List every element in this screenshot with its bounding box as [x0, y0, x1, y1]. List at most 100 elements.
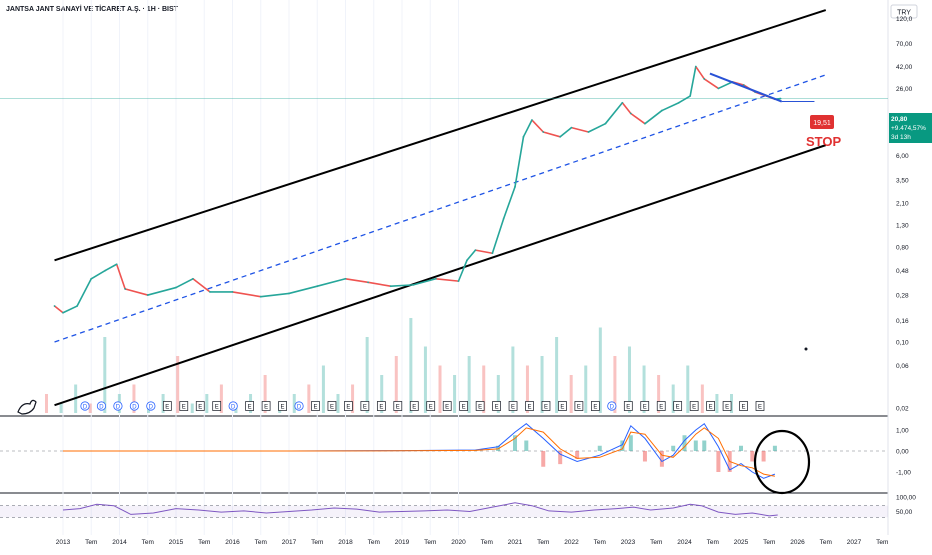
earnings-marker[interactable]	[689, 401, 699, 411]
price-segment	[124, 288, 148, 296]
volume-bar	[569, 375, 573, 413]
earnings-marker[interactable]	[492, 401, 501, 411]
dividend-marker[interactable]	[607, 401, 617, 411]
price-point	[288, 292, 290, 295]
earnings-marker[interactable]	[195, 401, 205, 411]
channel-line-upper[interactable]	[54, 9, 827, 262]
channel-line-lower[interactable]	[54, 144, 827, 407]
earnings-marker[interactable]	[525, 401, 534, 411]
dividend-marker[interactable]	[96, 401, 107, 411]
macd-panel	[0, 422, 888, 479]
earnings-marker[interactable]	[245, 401, 254, 411]
earnings-marker-label: E	[363, 404, 367, 410]
volume-bar	[730, 394, 733, 413]
volume-bar	[438, 365, 442, 413]
rsi-axis-label: 100,00	[896, 495, 916, 502]
volume-bar	[525, 365, 529, 413]
time-axis-label: 2023	[621, 539, 636, 546]
time-axis-label: 2013	[56, 539, 71, 546]
earnings-marker[interactable]	[360, 401, 370, 411]
volume-bar	[453, 375, 457, 413]
currency-button[interactable]: TRY	[890, 4, 918, 19]
earnings-marker-label: E	[643, 404, 647, 410]
time-axis-label: Tem	[763, 539, 775, 546]
earnings-marker[interactable]	[311, 401, 320, 411]
time-axis[interactable]: 2013 Tem 2014 Tem 2015 Tem 2016 Tem 2017 Tem 2018 T…	[56, 539, 889, 546]
earnings-marker[interactable]	[376, 401, 386, 411]
earnings-marker[interactable]	[591, 401, 600, 411]
earnings-marker[interactable]	[623, 401, 633, 411]
price-axis[interactable]: 200,0120,070,0042,0026,0010,006,003,502,…	[896, 0, 916, 516]
price-segment	[559, 127, 573, 138]
price-segment	[630, 112, 646, 125]
earnings-marker[interactable]	[558, 401, 567, 411]
dividend-marker[interactable]	[146, 401, 156, 411]
volume-bar	[103, 337, 107, 413]
earnings-marker[interactable]	[706, 401, 715, 411]
channel-line-middle[interactable]	[54, 74, 826, 343]
macd-axis-label: 1,00	[896, 428, 909, 435]
dividend-marker-label: D	[231, 404, 236, 410]
earnings-marker[interactable]	[261, 401, 271, 411]
time-axis-label: Tem	[142, 539, 154, 546]
macd-histogram-bar	[541, 451, 546, 467]
trend-channel[interactable]	[54, 9, 827, 407]
dividend-marker-label: D	[297, 404, 302, 410]
earnings-marker-label: E	[495, 404, 499, 410]
dividend-marker[interactable]	[80, 401, 90, 411]
earnings-marker-label: E	[676, 404, 680, 410]
price-axis-label: 0,48	[896, 268, 909, 275]
earnings-marker[interactable]	[393, 401, 403, 411]
price-point	[76, 305, 79, 307]
price-segment	[571, 126, 589, 133]
dividend-marker[interactable]	[113, 401, 123, 411]
stop-tag[interactable]: 19,51	[810, 115, 834, 129]
earnings-marker[interactable]	[656, 401, 666, 411]
time-axis-label: Tem	[537, 539, 549, 546]
time-axis-label: Tem	[650, 539, 662, 546]
earnings-marker[interactable]	[162, 401, 172, 411]
price-segment	[522, 119, 533, 138]
earnings-marker[interactable]	[278, 401, 287, 411]
price-point	[570, 126, 573, 129]
descending-trendline[interactable]	[709, 72, 783, 103]
drawing-dot	[804, 347, 808, 351]
earnings-marker[interactable]	[673, 401, 683, 411]
dividend-marker[interactable]	[294, 401, 304, 411]
earnings-marker[interactable]	[574, 401, 584, 411]
earnings-marker[interactable]	[722, 401, 732, 411]
price-point	[389, 285, 392, 288]
dividend-marker[interactable]	[129, 401, 139, 411]
earnings-marker[interactable]	[640, 401, 650, 411]
rsi-band	[0, 505, 888, 518]
earnings-marker[interactable]	[508, 401, 518, 411]
earnings-marker[interactable]	[327, 401, 337, 411]
dividend-marker[interactable]	[228, 401, 238, 411]
earnings-marker-label: E	[429, 404, 433, 410]
price-axis-label: 26,00	[896, 86, 913, 93]
earnings-marker[interactable]	[459, 401, 469, 411]
macd-histogram-bar	[772, 445, 777, 451]
earnings-marker[interactable]	[179, 401, 189, 411]
earnings-marker[interactable]	[442, 401, 452, 411]
price-segment	[115, 264, 126, 290]
earnings-marker[interactable]	[426, 401, 436, 411]
volume-bar	[482, 365, 486, 413]
earnings-marker[interactable]	[475, 401, 485, 411]
earnings-marker[interactable]	[739, 401, 748, 411]
price-segment	[457, 259, 468, 282]
price-point	[53, 305, 56, 307]
time-axis-label: 2026	[790, 539, 805, 546]
price-segment	[604, 102, 623, 125]
earnings-marker[interactable]	[409, 401, 419, 411]
macd-histogram-bar	[628, 435, 633, 451]
earnings-marker[interactable]	[212, 401, 222, 411]
price-segment	[543, 131, 561, 138]
dividend-marker-label: D	[149, 404, 154, 410]
earnings-marker[interactable]	[755, 401, 765, 411]
rsi-line	[62, 502, 778, 517]
earnings-marker[interactable]	[344, 401, 353, 411]
earnings-marker[interactable]	[541, 401, 551, 411]
rsi-axis-label: 50,00	[896, 509, 913, 516]
